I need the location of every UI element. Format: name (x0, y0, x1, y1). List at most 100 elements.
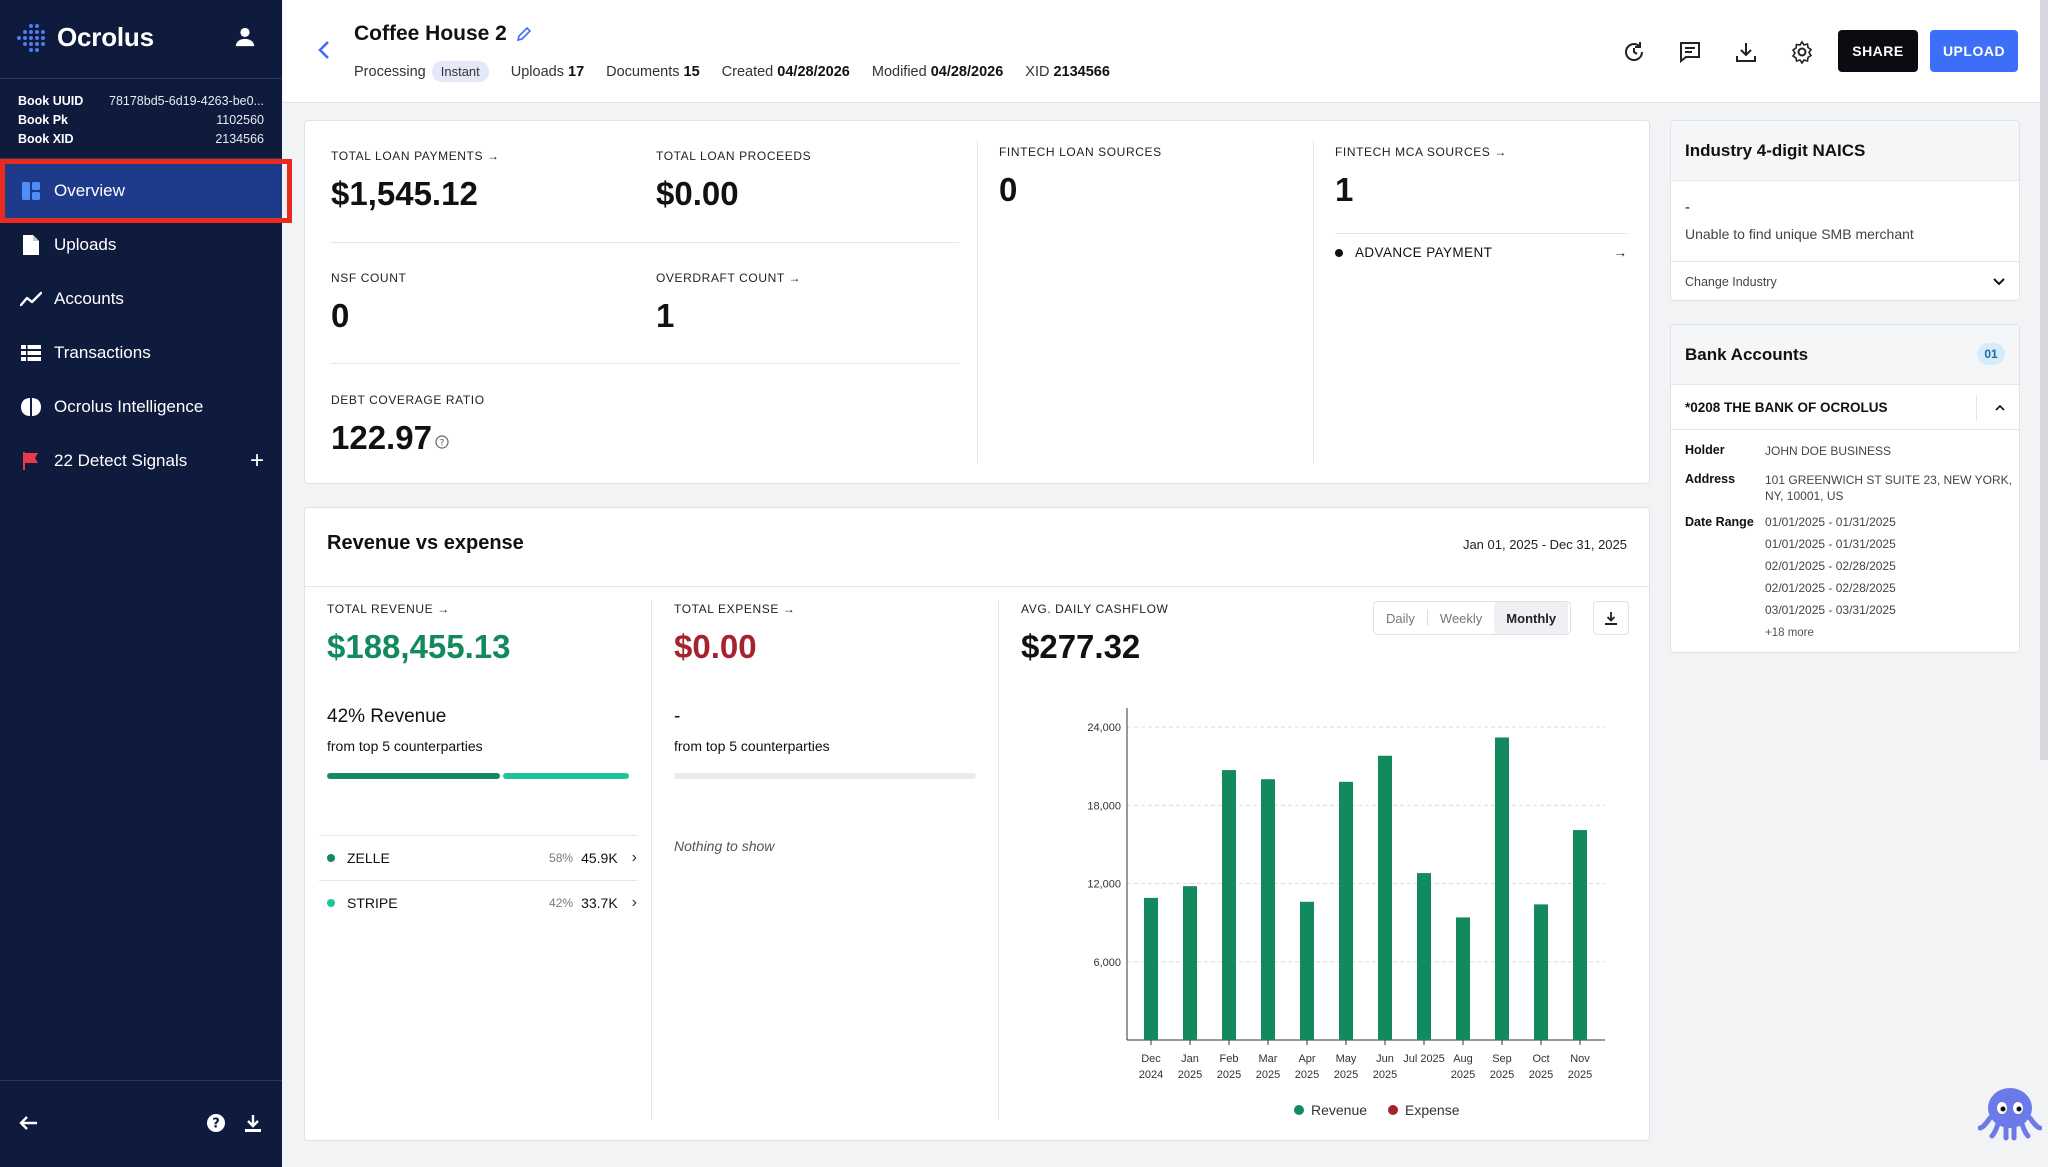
book-pk-value: 1102560 (216, 113, 264, 127)
sidebar-item-overview[interactable]: Overview (0, 164, 282, 218)
granularity-weekly[interactable]: Weekly (1439, 610, 1483, 626)
sidebar-item-accounts[interactable]: Accounts (0, 272, 282, 326)
bar-revenue[interactable] (1378, 755, 1392, 1040)
add-icon[interactable]: + (249, 447, 264, 474)
bullet-icon (327, 854, 335, 862)
holder-label: Holder (1685, 443, 1725, 457)
account-name: *0208 THE BANK OF OCROLUS (1685, 400, 1888, 415)
overdraft-count-value: 1 (656, 297, 675, 334)
account-header[interactable]: *0208 THE BANK OF OCROLUS (1671, 386, 2019, 430)
comment-icon[interactable] (1678, 40, 1702, 64)
ocrolus-logo[interactable]: Ocrolus (17, 22, 154, 53)
bar-revenue[interactable] (1534, 904, 1548, 1040)
nsf-count-value: 0 (331, 297, 350, 334)
upload-button[interactable]: UPLOAD (1930, 30, 2018, 72)
share-button[interactable]: SHARE (1838, 30, 1918, 72)
split-segment-zelle (327, 773, 501, 779)
avg-daily-cashflow-label: AVG. DAILY CASHFLOW (1021, 602, 1169, 616)
total-loan-proceeds-value: $0.00 (656, 175, 739, 212)
svg-text:?: ? (440, 439, 445, 449)
total-revenue-value: $188,455.13 (327, 628, 511, 665)
bar-revenue[interactable] (1300, 901, 1314, 1040)
x-tick-label: Feb (1220, 1053, 1239, 1065)
total-loan-proceeds-label: TOTAL LOAN PROCEEDS (656, 149, 812, 163)
summary-card: TOTAL LOAN PAYMENTS → $1,545.12 TOTAL LO… (304, 120, 1650, 484)
back-icon[interactable] (313, 38, 337, 62)
sidebar-item-uploads[interactable]: Uploads (0, 218, 282, 272)
granularity-toggle: Daily Weekly Monthly (1373, 601, 1571, 635)
total-expense-label[interactable]: TOTAL EXPENSE → (674, 602, 796, 616)
account-count-badge: 01 (1977, 343, 2005, 365)
book-pk-label: Book Pk (18, 113, 69, 127)
section-title: Revenue vs expense (327, 532, 524, 554)
mca-item[interactable]: ADVANCE PAYMENT → (1335, 245, 1627, 260)
chevron-up-icon[interactable] (1995, 404, 2005, 411)
bar-revenue[interactable] (1339, 781, 1353, 1040)
processing-info: Processing Instant (354, 61, 489, 82)
created-date: 04/28/2026 (777, 64, 850, 80)
documents-count: 15 (683, 64, 700, 80)
counterparty-row[interactable]: STRIPE 42% 33.7K › (319, 881, 637, 925)
x-tick-label: 2025 (1490, 1069, 1514, 1081)
chart-download-button[interactable] (1593, 601, 1629, 635)
help-icon[interactable]: ? (207, 1114, 225, 1132)
book-uuid-row: Book UUID 78178bd5-6d19-4263-be0... (18, 94, 264, 108)
bar-revenue[interactable] (1417, 873, 1431, 1040)
x-tick-label: 2025 (1334, 1069, 1358, 1081)
download-icon (1605, 612, 1617, 625)
x-tick-label: 2025 (1373, 1069, 1397, 1081)
sidebar-item-transactions[interactable]: Transactions (0, 326, 282, 380)
date-range-more[interactable]: +18 more (1765, 627, 1814, 639)
overdraft-count-label[interactable]: OVERDRAFT COUNT → (656, 271, 802, 285)
uploads-count: 17 (568, 64, 585, 80)
sidebar-item-intelligence[interactable]: Ocrolus Intelligence (0, 380, 282, 434)
bar-revenue[interactable] (1495, 737, 1509, 1040)
edit-icon[interactable] (516, 26, 532, 42)
sidebar-item-detect-signals[interactable]: 22 Detect Signals + (0, 434, 282, 488)
bar-revenue[interactable] (1183, 886, 1197, 1040)
legend-label[interactable]: Expense (1405, 1102, 1460, 1118)
download-icon[interactable] (1734, 40, 1758, 64)
download-icon[interactable] (244, 1114, 262, 1132)
created-info: Created 04/28/2026 (722, 64, 850, 80)
fintech-mca-sources-label[interactable]: FINTECH MCA SOURCES → (1335, 145, 1507, 159)
page-header: Coffee House 2 Processing Instant Uploads… (283, 0, 2040, 103)
info-icon[interactable]: ? (435, 435, 449, 449)
collapse-arrow-icon[interactable] (18, 1115, 38, 1131)
book-uuid-value: 78178bd5-6d19-4263-be0... (109, 94, 264, 108)
debt-coverage-ratio-value: 122.97 (331, 419, 432, 456)
history-icon[interactable] (1622, 40, 1646, 64)
user-icon[interactable] (234, 26, 256, 48)
bar-revenue[interactable] (1456, 917, 1470, 1040)
legend-label[interactable]: Revenue (1311, 1102, 1367, 1118)
granularity-daily[interactable]: Daily (1386, 610, 1415, 626)
book-xid-row: Book XID 2134566 (18, 132, 264, 146)
documents-label: Documents (606, 64, 680, 80)
granularity-monthly[interactable]: Monthly (1494, 602, 1569, 634)
x-tick-label: Nov (1570, 1053, 1590, 1065)
debt-coverage-ratio-label: DEBT COVERAGE RATIO (331, 393, 485, 407)
date-range[interactable]: Jan 01, 2025 - Dec 31, 2025 (1462, 537, 1627, 552)
legend-marker (1388, 1105, 1398, 1115)
x-tick-label: Jul 2025 (1403, 1053, 1445, 1065)
scrollbar[interactable] (2040, 0, 2048, 760)
sidebar-item-label: Transactions (54, 343, 151, 362)
total-expense-value: $0.00 (674, 628, 757, 665)
bar-revenue[interactable] (1573, 830, 1587, 1040)
bar-revenue[interactable] (1261, 779, 1275, 1040)
mca-item-label: ADVANCE PAYMENT (1355, 245, 1493, 260)
change-industry-select[interactable]: Change Industry (1671, 262, 2019, 300)
y-tick-label: 18,000 (1087, 800, 1121, 812)
total-loan-payments-label[interactable]: TOTAL LOAN PAYMENTS → (331, 149, 500, 163)
bar-revenue[interactable] (1144, 897, 1158, 1040)
counterparty-row[interactable]: ZELLE 58% 45.9K › (319, 836, 637, 880)
documents-info: Documents 15 (606, 64, 700, 80)
total-revenue-label[interactable]: TOTAL REVENUE → (327, 602, 450, 616)
counterparty-pct: 58% (549, 851, 574, 865)
naics-message: Unable to find unique SMB merchant (1685, 226, 1914, 242)
bar-revenue[interactable] (1222, 770, 1236, 1040)
assistant-avatar-icon[interactable] (1978, 1078, 2042, 1142)
revenue-concentration-title: 42% Revenue (327, 706, 447, 727)
x-tick-label: 2025 (1451, 1069, 1475, 1081)
settings-icon[interactable] (1790, 40, 1814, 64)
